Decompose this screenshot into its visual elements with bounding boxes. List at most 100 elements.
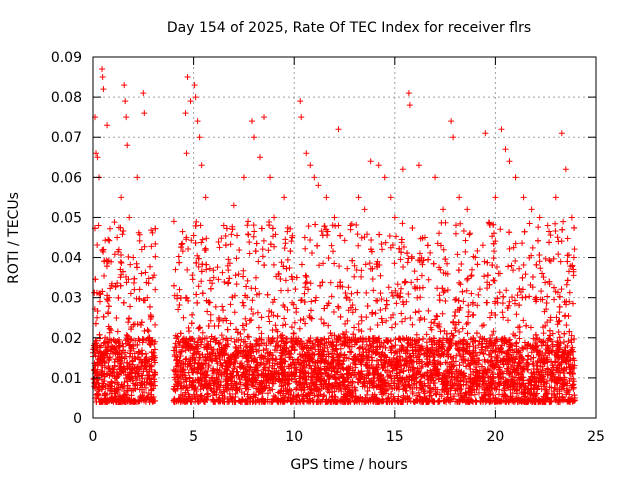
data-point [387, 314, 394, 321]
data-point [464, 319, 471, 326]
data-point [190, 232, 197, 239]
data-point [143, 363, 150, 370]
data-point [324, 344, 331, 351]
data-point [563, 382, 570, 389]
data-point [341, 237, 348, 244]
data-point [410, 350, 417, 357]
data-point [419, 261, 426, 268]
data-point [152, 253, 159, 260]
data-point [536, 258, 543, 265]
data-point [389, 386, 396, 393]
data-point [182, 347, 189, 354]
data-point [143, 379, 150, 386]
data-point [358, 328, 365, 335]
data-point [550, 255, 557, 262]
data-point [510, 383, 517, 390]
data-point [302, 245, 309, 252]
data-point [418, 364, 425, 371]
data-point [95, 222, 102, 229]
data-point [101, 272, 108, 279]
data-point [246, 239, 253, 246]
data-point [272, 231, 279, 238]
data-point [285, 380, 292, 387]
data-point [258, 340, 265, 347]
data-point [351, 371, 358, 378]
data-point [379, 246, 386, 253]
data-point [436, 230, 443, 237]
data-point [361, 234, 368, 241]
data-point [393, 233, 400, 240]
data-point [379, 319, 386, 326]
data-point [286, 264, 293, 271]
data-point [268, 309, 275, 316]
data-point [249, 297, 256, 304]
data-point [558, 286, 565, 293]
data-point [416, 336, 423, 343]
data-point [212, 303, 219, 310]
data-point [171, 292, 178, 299]
data-point [270, 261, 277, 268]
data-point [244, 222, 251, 229]
data-point [145, 337, 152, 344]
data-point [479, 322, 486, 329]
data-point [265, 313, 272, 320]
data-point [175, 253, 182, 260]
data-point [141, 243, 148, 250]
data-point [493, 264, 500, 271]
data-point [270, 312, 277, 319]
data-point [260, 361, 267, 368]
data-point [147, 313, 154, 320]
data-point [325, 322, 332, 329]
data-point [477, 334, 484, 341]
data-point [354, 396, 361, 403]
data-point [214, 264, 221, 271]
data-point [370, 382, 377, 389]
data-point [557, 360, 564, 367]
data-point [368, 236, 375, 243]
data-point [218, 332, 225, 339]
data-point [114, 379, 121, 386]
data-point [444, 286, 451, 293]
data-point [363, 289, 370, 296]
data-point [94, 242, 101, 249]
data-point [148, 243, 155, 250]
data-point [268, 337, 275, 344]
data-point [246, 250, 253, 257]
data-point [491, 357, 498, 364]
data-point [248, 306, 255, 313]
data-point [175, 306, 182, 313]
data-point [441, 327, 448, 334]
data-point [528, 349, 535, 356]
data-point [394, 281, 401, 288]
data-point [509, 294, 516, 301]
data-point [427, 385, 434, 392]
data-point [452, 222, 459, 229]
data-point [142, 269, 149, 276]
data-point [444, 367, 451, 374]
data-point [127, 303, 134, 310]
data-point [152, 321, 159, 328]
data-point [284, 224, 291, 231]
data-point [571, 335, 578, 342]
data-point [131, 286, 138, 293]
data-point [231, 351, 238, 358]
data-point [240, 273, 247, 280]
data-point [535, 224, 542, 231]
data-point [116, 336, 123, 343]
data-point [330, 364, 337, 371]
data-point [232, 393, 239, 400]
data-point [105, 309, 112, 316]
data-point [173, 344, 180, 351]
data-point [468, 290, 475, 297]
data-point [355, 379, 362, 386]
data-point [105, 363, 112, 370]
data-point [555, 251, 562, 258]
data-point [254, 309, 261, 316]
data-point [100, 246, 107, 253]
data-point [510, 349, 517, 356]
data-point [519, 286, 526, 293]
data-point [140, 368, 147, 375]
data-point [118, 351, 125, 358]
data-point [428, 319, 435, 326]
data-point [236, 247, 243, 254]
